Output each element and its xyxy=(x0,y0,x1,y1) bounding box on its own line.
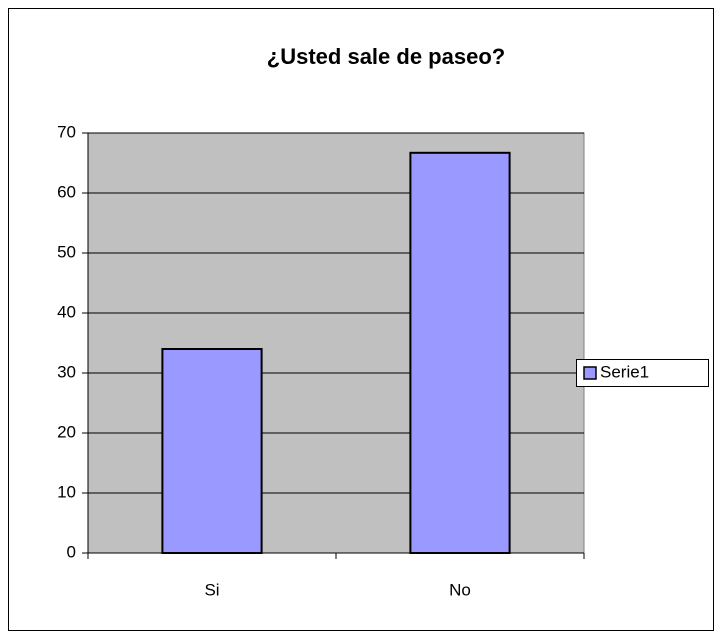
y-tick-label: 40 xyxy=(57,302,76,321)
legend-box xyxy=(576,359,709,387)
legend-label: Serie1 xyxy=(600,362,649,381)
y-tick-label: 70 xyxy=(57,122,76,141)
y-tick-label: 0 xyxy=(67,542,76,561)
bar xyxy=(161,348,263,554)
legend-swatch xyxy=(583,366,597,380)
y-tick-label: 20 xyxy=(57,422,76,441)
chart-title: ¿Usted sale de paseo? xyxy=(267,44,505,69)
x-tick-label: Si xyxy=(204,580,219,599)
x-tick-label: No xyxy=(449,580,471,599)
bar xyxy=(409,151,511,555)
y-tick-label: 30 xyxy=(57,362,76,381)
y-tick-label: 10 xyxy=(57,482,76,501)
y-tick-label: 60 xyxy=(57,182,76,201)
y-tick-label: 50 xyxy=(57,242,76,261)
